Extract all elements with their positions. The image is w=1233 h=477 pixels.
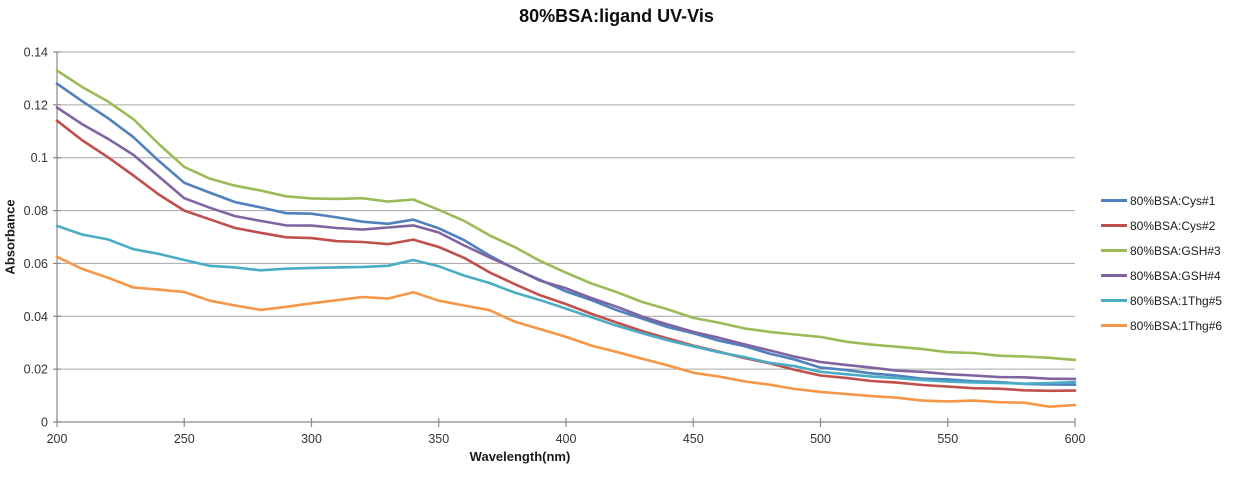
- y-tick-label: 0.06: [24, 257, 48, 271]
- series-line-cys1: [55, 82, 1077, 387]
- x-tick-label: 200: [47, 432, 68, 446]
- legend-color-line: [1101, 324, 1127, 327]
- legend-item-cys2: 80%BSA:Cys#2: [1101, 213, 1222, 238]
- legend-label: 80%BSA:1Thg#5: [1130, 293, 1223, 308]
- y-axis-title: Absorbance: [2, 199, 18, 275]
- x-tick-label: 300: [301, 432, 322, 446]
- x-tick-label: 250: [174, 432, 195, 446]
- legend-label: 80%BSA:GSH#4: [1130, 268, 1221, 283]
- series-line-cys2: [55, 119, 1077, 393]
- legend-item-thg5: 80%BSA:1Thg#5: [1101, 288, 1222, 313]
- legend-item-cys1: 80%BSA:Cys#1: [1101, 188, 1222, 213]
- x-tick-label: 550: [937, 432, 958, 446]
- legend-label: 80%BSA:GSH#3: [1130, 243, 1221, 258]
- x-tick-label: 350: [428, 432, 449, 446]
- x-axis-title: Wavelength(nm): [469, 449, 571, 464]
- legend-item-gsh3: 80%BSA:GSH#3: [1101, 238, 1222, 263]
- series-line-gsh3: [55, 69, 1077, 362]
- legend-color-line: [1101, 224, 1127, 227]
- x-tick-label: 500: [810, 432, 831, 446]
- legend-label: 80%BSA:Cys#1: [1130, 193, 1216, 208]
- series-line-thg5: [55, 224, 1077, 386]
- legend-item-gsh4: 80%BSA:GSH#4: [1101, 263, 1222, 288]
- legend: 80%BSA:Cys#1 80%BSA:Cys#2 80%BSA:GSH#3 80%B…: [1101, 188, 1222, 338]
- legend-label: 80%BSA:1Thg#6: [1130, 318, 1223, 333]
- x-tick-label: 450: [683, 432, 704, 446]
- legend-color-line: [1101, 249, 1127, 252]
- y-tick-label: 0.12: [24, 98, 48, 112]
- y-tick-label: 0.08: [24, 204, 48, 218]
- legend-color-line: [1101, 274, 1127, 277]
- legend-label: 80%BSA:Cys#2: [1130, 218, 1216, 233]
- series-line-thg6: [55, 255, 1077, 409]
- series-line-gsh4: [55, 106, 1077, 381]
- y-tick-label: 0.02: [24, 363, 48, 377]
- x-tick-label: 400: [556, 432, 577, 446]
- legend-item-thg6: 80%BSA:1Thg#6: [1101, 313, 1222, 338]
- chart-title: 80%BSA:ligand UV-Vis: [519, 6, 714, 26]
- legend-color-line: [1101, 299, 1127, 302]
- y-tick-label: 0: [41, 416, 48, 430]
- legend-color-line: [1101, 199, 1127, 202]
- x-tick-label: 600: [1065, 432, 1086, 446]
- y-tick-label: 0.1: [31, 151, 48, 165]
- y-tick-label: 0.04: [24, 310, 48, 324]
- y-tick-label: 0.14: [24, 46, 48, 60]
